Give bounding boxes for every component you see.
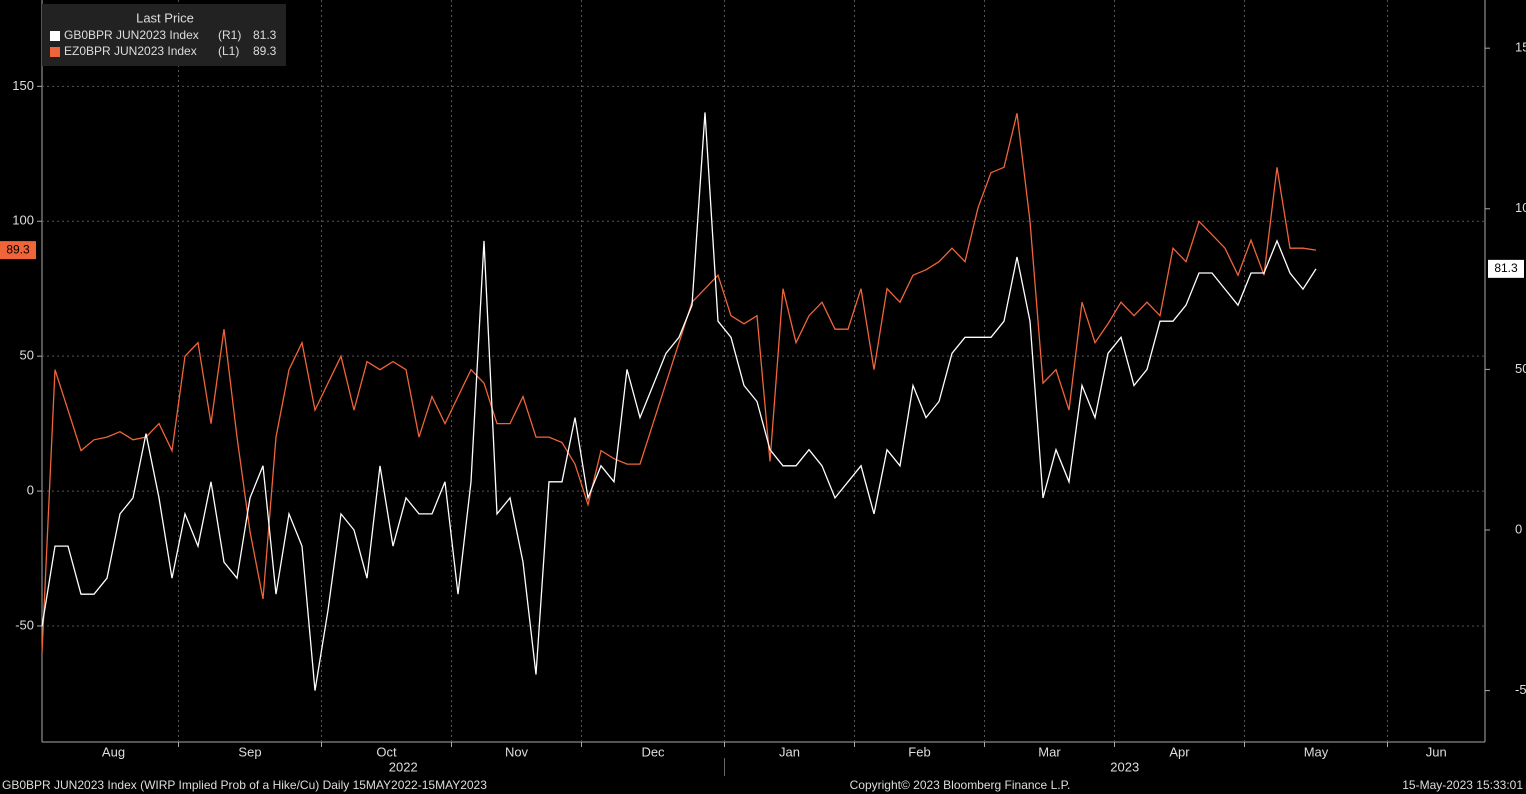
legend-axis-tag: (L1) bbox=[218, 44, 239, 58]
footer-left: GB0BPR JUN2023 Index (WIRP Implied Prob … bbox=[2, 778, 487, 792]
y-tick-label: -50 bbox=[15, 617, 34, 632]
x-year-label: 2023 bbox=[1110, 759, 1139, 774]
y2-tick-label: 150 bbox=[1515, 40, 1526, 55]
x-tick-label: Mar bbox=[1038, 744, 1061, 759]
legend-axis-tag: (R1) bbox=[218, 28, 241, 42]
y2-tick-label: 0 bbox=[1515, 521, 1522, 536]
footer-center: Copyright© 2023 Bloomberg Finance L.P. bbox=[850, 778, 1071, 792]
series-line bbox=[41, 113, 1317, 654]
x-tick-label: Nov bbox=[505, 744, 529, 759]
x-tick-label: Feb bbox=[908, 744, 930, 759]
legend-label: EZ0BPR JUN2023 Index bbox=[64, 44, 197, 58]
y-tick-label: 150 bbox=[12, 78, 34, 93]
x-tick-label: Oct bbox=[376, 744, 397, 759]
x-tick-label: Sep bbox=[238, 744, 261, 759]
legend-box bbox=[42, 4, 286, 66]
x-year-label: 2022 bbox=[389, 759, 418, 774]
footer-right: 15-May-2023 15:33:01 bbox=[1402, 778, 1523, 792]
y-tick-label: 100 bbox=[12, 213, 34, 228]
legend-last: 89.3 bbox=[253, 44, 277, 58]
last-price-label: 89.3 bbox=[6, 242, 30, 256]
x-tick-label: Jun bbox=[1426, 744, 1447, 759]
legend-title: Last Price bbox=[136, 10, 194, 25]
last-price-tag bbox=[0, 241, 36, 260]
y-tick-label: 50 bbox=[20, 348, 34, 363]
x-tick-label: Jan bbox=[779, 744, 800, 759]
series-line bbox=[41, 112, 1317, 691]
legend-swatch bbox=[50, 47, 60, 57]
y-tick-label: 0 bbox=[27, 483, 34, 498]
x-tick-label: May bbox=[1304, 744, 1329, 759]
y2-tick-label: -50 bbox=[1515, 682, 1526, 697]
legend-last: 81.3 bbox=[253, 28, 277, 42]
last-price-label: 81.3 bbox=[1494, 261, 1518, 275]
x-tick-label: Dec bbox=[641, 744, 665, 759]
legend-label: GB0BPR JUN2023 Index bbox=[64, 28, 199, 42]
x-tick-label: Apr bbox=[1169, 744, 1190, 759]
last-price-tag bbox=[1488, 259, 1524, 278]
y2-tick-label: 100 bbox=[1515, 200, 1526, 215]
y2-tick-label: 50 bbox=[1515, 361, 1526, 376]
x-tick-label: Aug bbox=[102, 744, 125, 759]
legend-swatch bbox=[50, 31, 60, 41]
